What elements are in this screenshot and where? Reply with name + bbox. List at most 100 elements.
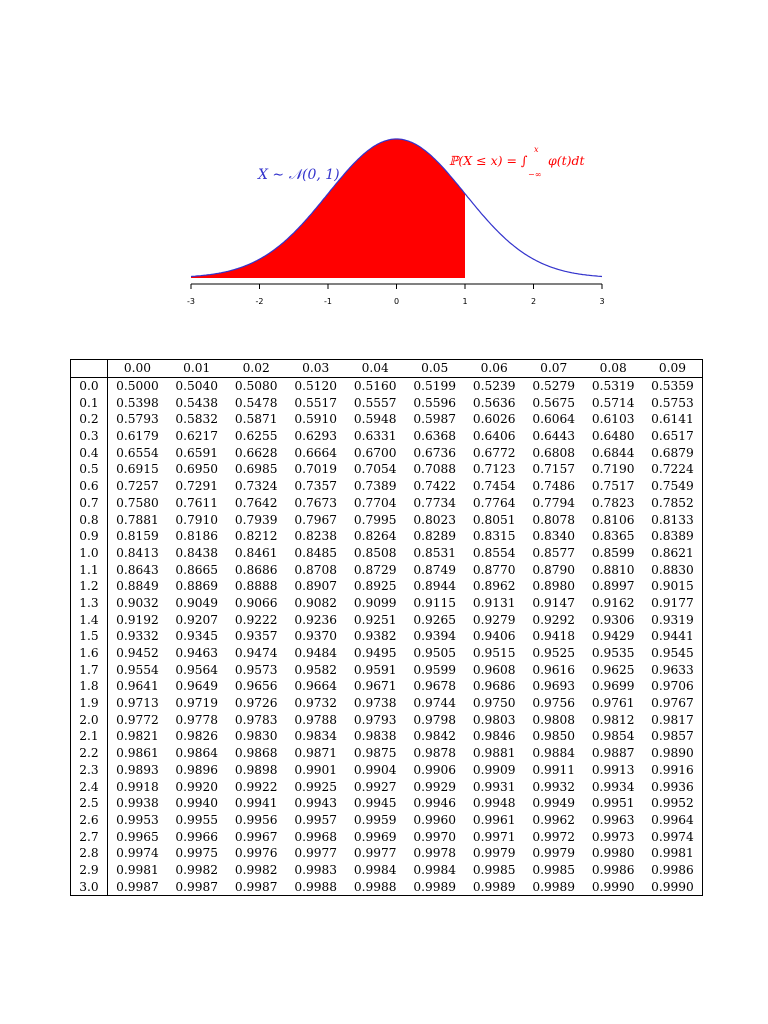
table-cell: 0.9968 [294, 829, 338, 844]
row-header: 1.4 [70, 611, 108, 628]
table-cell: 0.9817 [651, 712, 694, 727]
table-cell: 0.9989 [532, 879, 576, 894]
table-row: 1.7 0.9554 0.9564 0.9573 0.9582 0.9591 0.9599 0… [70, 661, 703, 679]
table-cell: 0.9131 [472, 595, 516, 610]
table-cell: 0.6517 [651, 429, 694, 444]
table-cell: 0.6950 [175, 462, 219, 477]
table-cell: 0.6443 [532, 429, 576, 444]
table-cell: 0.9990 [591, 879, 635, 894]
table-cell: 0.9963 [591, 812, 635, 827]
table-row: 1.0 0.8413 0.8438 0.8461 0.8485 0.8508 0.8531 0… [70, 544, 703, 562]
table-cell: 0.9964 [651, 812, 694, 827]
table-cell: 0.9222 [234, 612, 278, 627]
table-cell: 0.7881 [116, 512, 159, 527]
table-cell: 0.8810 [591, 562, 635, 577]
table-row: 1.6 0.9452 0.9463 0.9474 0.9484 0.9495 0.9505 0… [70, 644, 703, 662]
table-row: 0.5 0.6915 0.6950 0.6985 0.7019 0.7054 0.7088 0… [70, 461, 703, 478]
table-cell: 0.9901 [294, 762, 338, 777]
table-cell: 0.9608 [472, 662, 516, 677]
column-header: 0.01 [167, 359, 227, 378]
table-cell: 0.9616 [532, 662, 576, 677]
table-cell: 0.5987 [413, 412, 457, 427]
table-cell: 0.9936 [651, 779, 694, 794]
table-cell: 0.9884 [532, 746, 576, 761]
table-cell: 0.8531 [413, 545, 457, 560]
table-cell: 0.8365 [591, 529, 635, 544]
table-cell: 0.9505 [413, 646, 457, 661]
table-cell: 0.7852 [651, 495, 694, 510]
row-header: 0.1 [70, 394, 108, 412]
table-cell: 0.9564 [175, 662, 219, 677]
table-cell: 0.9960 [413, 812, 457, 827]
table-cell: 0.7190 [591, 462, 635, 477]
table-cell: 0.9979 [532, 846, 576, 861]
table-cell: 0.7123 [472, 462, 516, 477]
table-cell: 0.9162 [591, 595, 635, 610]
table-cell: 0.9744 [413, 696, 457, 711]
table-cell: 0.7580 [116, 495, 159, 510]
table-cell: 0.9812 [591, 712, 635, 727]
table-cell: 0.8577 [532, 545, 576, 560]
row-header: 1.7 [70, 661, 108, 679]
table-corner-cell [70, 359, 108, 378]
table-cell: 0.8389 [651, 529, 694, 544]
table-cell: 0.9693 [532, 679, 576, 694]
table-row: 0.4 0.6554 0.6591 0.6628 0.6664 0.6700 0.6736 0… [70, 444, 703, 462]
table-cell: 0.9808 [532, 712, 576, 727]
table-row: 2.5 0.9938 0.9940 0.9941 0.9943 0.9945 0.9946 0… [70, 794, 703, 812]
x-tick-label: 3 [599, 297, 604, 306]
table-cell: 0.9875 [353, 746, 397, 761]
table-cell: 0.9846 [472, 729, 516, 744]
table-cell: 0.7291 [175, 479, 219, 494]
table-cell: 0.9798 [413, 712, 457, 727]
table-cell: 0.8665 [175, 562, 219, 577]
table-cell: 0.9664 [294, 679, 338, 694]
table-cell: 0.9671 [353, 679, 397, 694]
shaded-cdf-area [191, 139, 465, 278]
table-cell: 0.9207 [175, 612, 219, 627]
table-cell: 0.5319 [591, 379, 635, 394]
table-cell: 0.9357 [234, 629, 278, 644]
table-cell: 0.5832 [175, 412, 219, 427]
table-row: 0.6 0.7257 0.7291 0.7324 0.7357 0.7389 0.7422 0… [70, 477, 703, 495]
table-cell: 0.9441 [651, 629, 694, 644]
row-header: 0.3 [70, 427, 108, 445]
column-header: 0.08 [583, 359, 643, 378]
table-cell: 0.5675 [532, 395, 576, 410]
table-cell: 0.9803 [472, 712, 516, 727]
table-cell: 0.7486 [532, 479, 576, 494]
table-cell: 0.9452 [116, 646, 159, 661]
table-cell: 0.9972 [532, 829, 576, 844]
table-row: 1.9 0.9713 0.9719 0.9726 0.9732 0.9738 0.9744 0… [70, 694, 703, 712]
table-cell: 0.6026 [472, 412, 516, 427]
table-cell: 0.8051 [472, 512, 516, 527]
row-header: 2.8 [70, 844, 108, 862]
table-cell: 0.9279 [472, 612, 516, 627]
table-cell: 0.9783 [234, 712, 278, 727]
density-curve [190, 138, 603, 278]
row-header: 0.9 [70, 527, 108, 545]
table-cell: 0.8264 [353, 529, 397, 544]
table-cell: 0.9962 [532, 812, 576, 827]
table-cell: 0.9032 [116, 595, 159, 610]
table-cell: 0.9983 [294, 862, 338, 877]
table-cell: 0.9545 [651, 646, 694, 661]
table-cell: 0.9956 [234, 812, 278, 827]
table-cell: 0.9251 [353, 612, 397, 627]
table-cell: 0.9515 [472, 646, 516, 661]
row-header: 0.6 [70, 477, 108, 495]
table-cell: 0.5239 [472, 379, 516, 394]
table-cell: 0.7995 [353, 512, 397, 527]
table-cell: 0.7910 [175, 512, 219, 527]
table-cell: 0.7704 [353, 495, 397, 510]
table-cell: 0.9345 [175, 629, 219, 644]
table-cell: 0.9985 [532, 862, 576, 877]
table-row: 2.3 0.9893 0.9896 0.9898 0.9901 0.9904 0.9906 0… [70, 761, 703, 779]
table-cell: 0.8023 [413, 512, 457, 527]
table-cell: 0.9938 [116, 796, 159, 811]
table-cell: 0.9896 [175, 762, 219, 777]
table-cell: 0.9946 [413, 796, 457, 811]
table-cell: 0.9965 [116, 829, 159, 844]
table-cell: 0.8888 [234, 579, 278, 594]
row-header: 0.5 [70, 461, 108, 478]
